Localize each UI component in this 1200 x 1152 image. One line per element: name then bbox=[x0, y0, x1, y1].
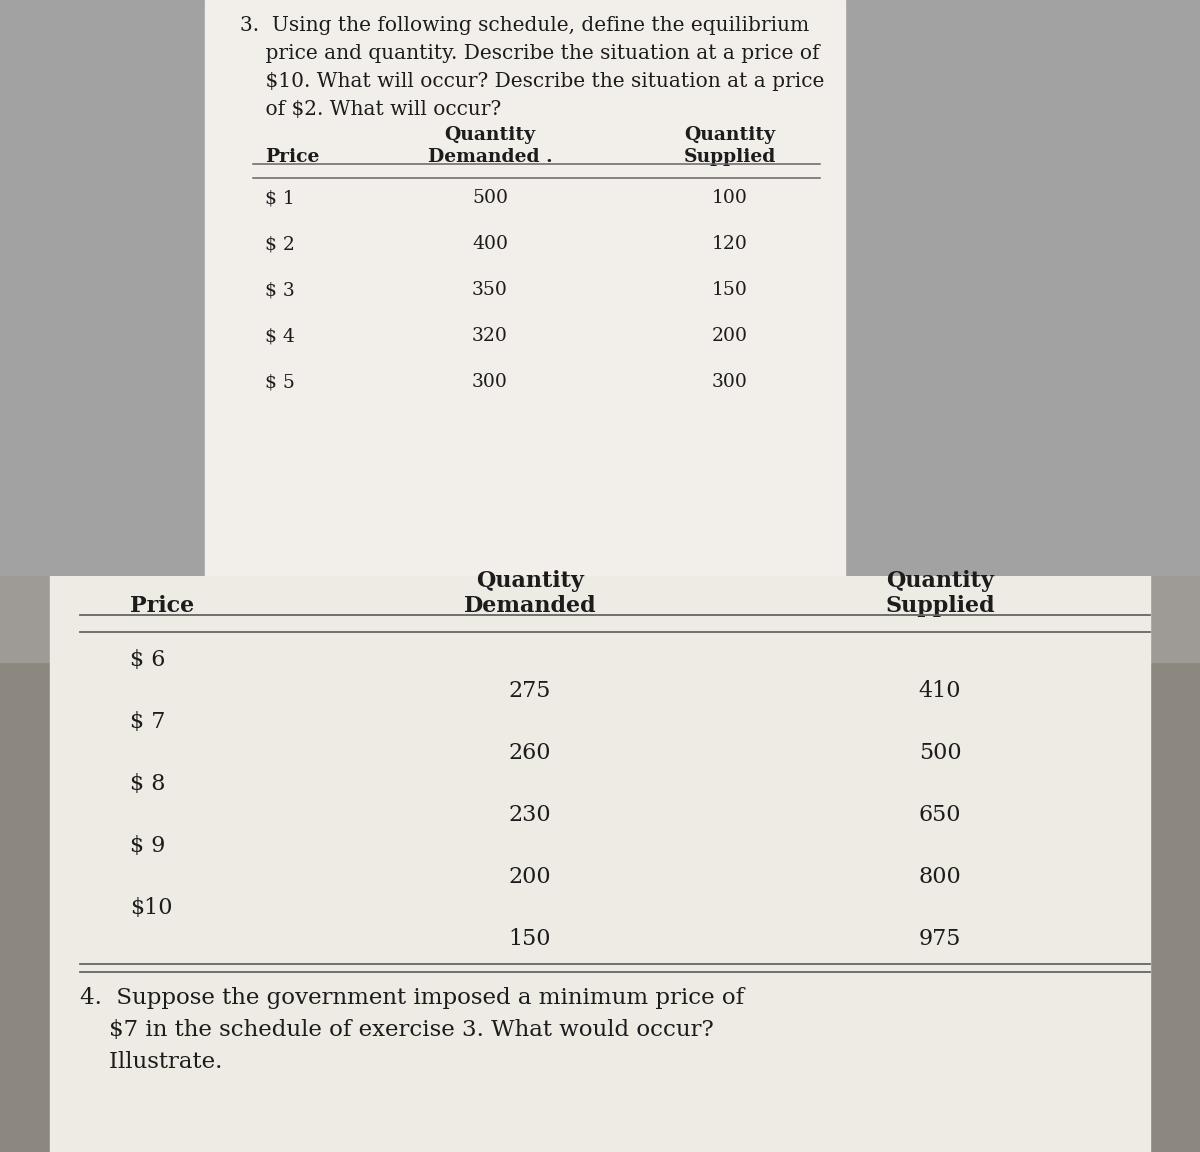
Text: 320: 320 bbox=[472, 327, 508, 344]
Bar bbox=[205, 0, 845, 576]
Text: $ 9: $ 9 bbox=[130, 835, 166, 857]
Text: 200: 200 bbox=[712, 327, 748, 344]
Text: Price: Price bbox=[265, 147, 319, 166]
Text: Supplied: Supplied bbox=[886, 594, 995, 617]
Text: Demanded .: Demanded . bbox=[427, 147, 552, 166]
Text: $ 5: $ 5 bbox=[265, 373, 295, 391]
Text: $7 in the schedule of exercise 3. What would occur?: $7 in the schedule of exercise 3. What w… bbox=[80, 1018, 714, 1040]
Text: Price: Price bbox=[130, 594, 194, 617]
Text: Quantity: Quantity bbox=[444, 126, 535, 144]
Text: 120: 120 bbox=[712, 235, 748, 253]
Text: $ 1: $ 1 bbox=[265, 189, 295, 207]
Text: 300: 300 bbox=[472, 373, 508, 391]
Text: 230: 230 bbox=[509, 804, 551, 826]
Text: 650: 650 bbox=[919, 804, 961, 826]
Text: 300: 300 bbox=[712, 373, 748, 391]
Text: Illustrate.: Illustrate. bbox=[80, 1051, 222, 1073]
Bar bbox=[0, 576, 1200, 662]
Text: $ 2: $ 2 bbox=[265, 235, 295, 253]
Text: $10. What will occur? Describe the situation at a price: $10. What will occur? Describe the situa… bbox=[240, 71, 824, 91]
Text: $ 7: $ 7 bbox=[130, 711, 166, 733]
Text: 975: 975 bbox=[919, 929, 961, 950]
Text: 410: 410 bbox=[919, 680, 961, 702]
Text: Quantity: Quantity bbox=[684, 126, 775, 144]
Text: Demanded: Demanded bbox=[463, 594, 596, 617]
Text: 350: 350 bbox=[472, 281, 508, 300]
Text: Quantity: Quantity bbox=[886, 570, 994, 592]
Text: $10: $10 bbox=[130, 897, 173, 919]
Text: 100: 100 bbox=[712, 189, 748, 207]
Text: $ 8: $ 8 bbox=[130, 773, 166, 795]
Text: 200: 200 bbox=[509, 866, 551, 888]
Text: 4.  Suppose the government imposed a minimum price of: 4. Suppose the government imposed a mini… bbox=[80, 987, 744, 1009]
Text: of $2. What will occur?: of $2. What will occur? bbox=[240, 100, 502, 119]
Text: 260: 260 bbox=[509, 742, 551, 764]
Text: 3.  Using the following schedule, define the equilibrium: 3. Using the following schedule, define … bbox=[240, 16, 809, 35]
Text: 500: 500 bbox=[472, 189, 508, 207]
Text: 400: 400 bbox=[472, 235, 508, 253]
Text: price and quantity. Describe the situation at a price of: price and quantity. Describe the situati… bbox=[240, 44, 820, 63]
Text: $ 4: $ 4 bbox=[265, 327, 295, 344]
Text: 800: 800 bbox=[919, 866, 961, 888]
Text: $ 3: $ 3 bbox=[265, 281, 295, 300]
Text: Quantity: Quantity bbox=[476, 570, 584, 592]
Text: 275: 275 bbox=[509, 680, 551, 702]
Text: 150: 150 bbox=[509, 929, 551, 950]
Text: $ 6: $ 6 bbox=[130, 649, 166, 670]
Text: 150: 150 bbox=[712, 281, 748, 300]
Text: 500: 500 bbox=[919, 742, 961, 764]
Text: Supplied: Supplied bbox=[684, 147, 776, 166]
